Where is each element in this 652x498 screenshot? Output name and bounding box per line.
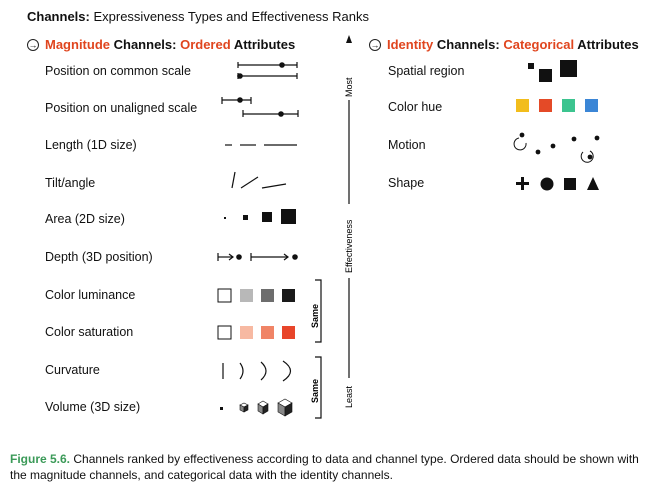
row-label-position-unaligned: Position on unaligned scale (45, 101, 198, 115)
ordered-word: Ordered (180, 37, 231, 52)
row-label-color-luminance: Color luminance (45, 288, 136, 302)
caption-figure-number: Figure 5.6. (10, 452, 71, 466)
color-luminance-glyph (217, 288, 295, 303)
motion-glyph (513, 132, 600, 163)
identity-header: → Identity Channels: Categorical Attribut… (369, 37, 639, 52)
channels-word: Channels: (113, 37, 177, 52)
row-label-color-hue: Color hue (388, 100, 443, 114)
row-label-position-common: Position on common scale (45, 64, 191, 78)
color-hue-glyph (516, 99, 598, 112)
row-label-tilt: Tilt/angle (45, 176, 96, 190)
color-saturation-glyph (217, 325, 295, 340)
effectiveness-axis (346, 35, 352, 378)
row-label-length: Length (1D size) (45, 138, 137, 152)
axis-effectiveness-label: Effectiveness (344, 219, 354, 273)
identity-word: Identity (387, 37, 434, 52)
curvature-glyph (222, 360, 292, 382)
shape-glyph (516, 177, 599, 191)
area-glyph (224, 209, 296, 224)
row-label-volume: Volume (3D size) (45, 400, 141, 414)
row-label-shape: Shape (388, 176, 425, 190)
arrow-right-circle-icon: → (369, 39, 381, 51)
row-label-area: Area (2D size) (45, 212, 125, 226)
row-label-depth: Depth (3D position) (45, 250, 153, 264)
title-bold: Channels: (27, 9, 90, 24)
page-title: Channels: Expressiveness Types and Effec… (27, 9, 369, 24)
same-bracket-1 (315, 279, 322, 343)
same-label-1: Same (310, 304, 320, 328)
channels-word: Channels: (436, 37, 500, 52)
attributes-word: Attributes (577, 37, 639, 52)
row-label-motion: Motion (388, 138, 426, 152)
axis-least-label: Least (344, 385, 354, 408)
row-label-curvature: Curvature (45, 363, 100, 377)
figure-caption: Figure 5.6. Channels ranked by effective… (10, 451, 650, 483)
same-label-2: Same (310, 379, 320, 403)
row-label-spatial-region: Spatial region (388, 64, 465, 78)
same-bracket-2 (315, 356, 322, 419)
attributes-word: Attributes (233, 37, 296, 52)
position-common-glyph (237, 62, 298, 79)
spatial-region-glyph (528, 60, 577, 82)
depth-glyph (217, 253, 298, 261)
volume-glyph (220, 398, 293, 417)
caption-text: Channels ranked by effectiveness accordi… (10, 452, 639, 482)
position-unaligned-glyph (221, 97, 299, 117)
axis-most-label: Most (344, 77, 354, 97)
row-label-color-saturation: Color saturation (45, 325, 134, 339)
arrow-right-circle-icon: → (27, 39, 39, 51)
channels-diagram: Most Effectiveness Least Same Same (217, 35, 600, 419)
categorical-word: Categorical (503, 37, 575, 52)
magnitude-word: Magnitude (45, 37, 110, 52)
title-rest: Expressiveness Types and Effectiveness R… (93, 9, 370, 24)
magnitude-header: → Magnitude Channels: Ordered Attributes (27, 37, 295, 52)
tilt-glyph (231, 171, 287, 189)
